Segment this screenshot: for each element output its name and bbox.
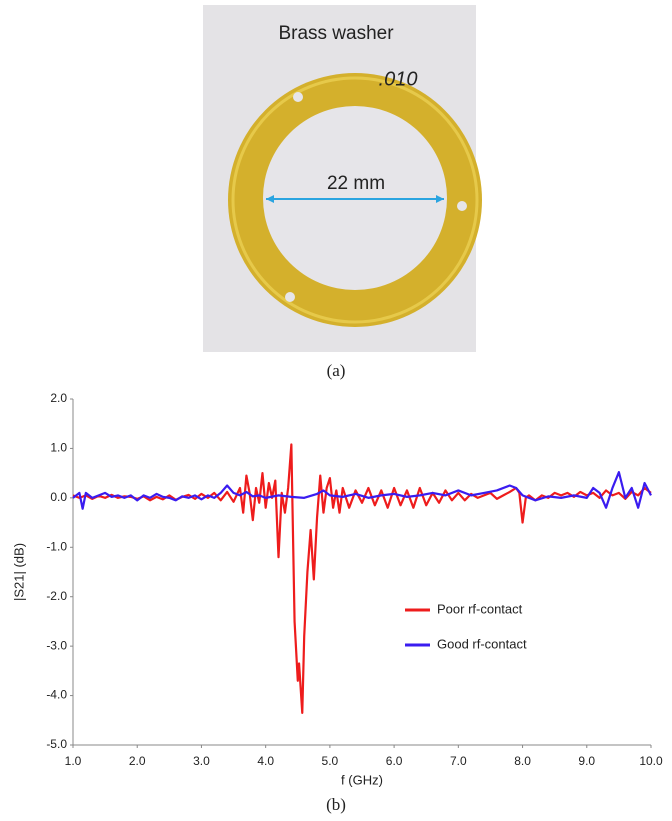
- y-tick-label: -4.0: [46, 688, 67, 702]
- screw-hole: [293, 92, 303, 102]
- y-tick-label: -2.0: [46, 589, 67, 603]
- photo-title: Brass washer: [278, 23, 394, 44]
- y-axis-label: |S21| (dB): [11, 543, 26, 601]
- y-tick-label: 0.0: [50, 490, 67, 504]
- x-tick-label: 10.0: [639, 754, 663, 768]
- data-line: [72, 443, 652, 714]
- photo: Brass washer .010 22 mm: [203, 5, 482, 352]
- x-tick-label: 5.0: [322, 754, 339, 768]
- x-tick-label: 3.0: [193, 754, 210, 768]
- x-tick-label: 9.0: [578, 754, 595, 768]
- caption: (b): [326, 795, 346, 814]
- washer-marking: .010: [379, 68, 418, 90]
- legend-label: Good rf-contact: [437, 636, 527, 651]
- caption: (a): [327, 361, 346, 380]
- x-tick-label: 1.0: [65, 754, 82, 768]
- washer-edge: [231, 76, 479, 324]
- screw-hole: [457, 201, 467, 211]
- y-tick-label: -1.0: [46, 539, 67, 553]
- y-tick-label: -5.0: [46, 737, 67, 751]
- x-tick-label: 6.0: [386, 754, 403, 768]
- screw-hole: [285, 292, 295, 302]
- dimension-label: 22 mm: [327, 173, 385, 194]
- x-tick-label: 7.0: [450, 754, 467, 768]
- legend-label: Poor rf-contact: [437, 601, 523, 616]
- chart: -5.0 -4.0 -3.0 -2.0 -1.0 0.0 1.0 2.0 1.0 2.0 3.0 4.…: [11, 391, 663, 787]
- x-tick-label: 8.0: [514, 754, 531, 768]
- y-tick-label: 1.0: [50, 441, 67, 455]
- data-line: [72, 471, 652, 510]
- x-axis-label: f (GHz): [341, 772, 383, 787]
- y-tick-label: 2.0: [50, 391, 67, 405]
- x-tick-label: 4.0: [257, 754, 274, 768]
- y-tick-label: -3.0: [46, 638, 67, 652]
- x-tick-label: 2.0: [129, 754, 146, 768]
